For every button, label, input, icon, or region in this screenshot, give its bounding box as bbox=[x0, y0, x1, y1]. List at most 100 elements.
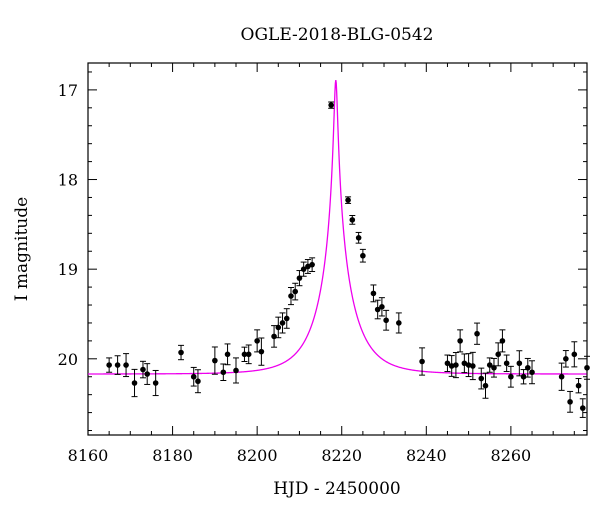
data-point bbox=[178, 344, 185, 361]
x-tick-label: 8180 bbox=[152, 446, 193, 465]
data-point bbox=[520, 369, 527, 385]
data-point bbox=[345, 196, 352, 204]
model-curve-layer bbox=[88, 79, 587, 375]
data-point bbox=[575, 378, 582, 394]
data-point bbox=[152, 369, 159, 397]
data-marker bbox=[379, 304, 385, 310]
data-marker bbox=[516, 360, 523, 367]
data-point bbox=[245, 344, 252, 365]
data-marker bbox=[503, 360, 510, 367]
data-marker bbox=[258, 348, 265, 355]
data-marker bbox=[524, 364, 531, 371]
data-point bbox=[584, 355, 590, 380]
data-point bbox=[123, 353, 130, 378]
data-point bbox=[139, 360, 146, 379]
data-marker bbox=[474, 330, 480, 337]
data-marker bbox=[279, 320, 286, 326]
data-marker bbox=[444, 360, 451, 367]
data-point bbox=[220, 363, 227, 381]
data-point bbox=[254, 329, 261, 353]
data-marker bbox=[283, 315, 290, 322]
plot-frame bbox=[87, 62, 588, 436]
data-marker bbox=[508, 373, 514, 380]
data-point bbox=[562, 350, 569, 368]
data-point bbox=[503, 354, 510, 373]
data-point bbox=[469, 351, 476, 381]
data-marker bbox=[486, 362, 493, 368]
data-marker bbox=[114, 362, 121, 368]
y-tick-label: 19 bbox=[58, 260, 78, 279]
data-point bbox=[457, 329, 464, 353]
data-point bbox=[465, 353, 472, 378]
data-marker bbox=[355, 234, 362, 241]
data-point bbox=[507, 365, 514, 388]
data-marker bbox=[396, 320, 402, 326]
data-point bbox=[304, 259, 311, 274]
axes-layer: 8160 8180 8200 8220 8240 8260 17 18 19 20 bbox=[58, 63, 587, 465]
data-point bbox=[490, 357, 497, 378]
data-marker bbox=[457, 338, 463, 344]
data-point bbox=[579, 398, 586, 418]
data-marker bbox=[529, 369, 535, 376]
data-marker bbox=[499, 338, 506, 344]
data-marker bbox=[212, 357, 218, 364]
data-point bbox=[275, 316, 282, 339]
data-marker bbox=[328, 102, 334, 108]
data-marker bbox=[131, 380, 138, 386]
data-marker bbox=[140, 366, 146, 373]
data-point bbox=[258, 337, 265, 366]
data-marker bbox=[482, 382, 489, 389]
data-point bbox=[482, 372, 489, 399]
data-marker bbox=[575, 382, 582, 389]
data-point bbox=[279, 312, 286, 334]
data-marker bbox=[579, 405, 586, 411]
data-marker bbox=[491, 364, 497, 371]
data-marker bbox=[224, 351, 231, 358]
data-marker bbox=[309, 261, 315, 268]
data-point bbox=[300, 261, 307, 277]
data-marker bbox=[383, 317, 389, 324]
data-marker bbox=[360, 252, 366, 259]
data-point bbox=[114, 355, 121, 375]
data-point bbox=[106, 357, 113, 373]
data-point bbox=[444, 354, 451, 373]
y-tick-label: 18 bbox=[58, 171, 78, 190]
y-tick-label: 20 bbox=[58, 350, 78, 369]
data-point bbox=[567, 390, 574, 413]
data-marker bbox=[106, 362, 112, 368]
data-marker bbox=[220, 369, 227, 376]
data-marker bbox=[465, 362, 472, 368]
data-point bbox=[328, 101, 335, 109]
data-point bbox=[486, 357, 493, 373]
data-point bbox=[395, 312, 402, 334]
data-point bbox=[131, 368, 138, 398]
data-marker bbox=[563, 356, 569, 362]
data-point bbox=[383, 309, 390, 331]
data-marker bbox=[419, 358, 425, 365]
data-point bbox=[241, 346, 248, 362]
data-point bbox=[478, 367, 485, 390]
data-point bbox=[287, 286, 294, 306]
data-marker bbox=[495, 351, 501, 358]
data-marker bbox=[470, 363, 476, 369]
data-marker bbox=[461, 360, 468, 367]
data-point bbox=[283, 308, 290, 329]
data-point bbox=[349, 214, 356, 225]
data-marker bbox=[478, 375, 485, 382]
data-marker bbox=[349, 217, 356, 223]
x-tick-label: 8220 bbox=[321, 446, 362, 465]
data-point bbox=[355, 231, 362, 244]
y-axis-label: I magnitude bbox=[12, 197, 32, 301]
x-tick-label: 8260 bbox=[491, 446, 532, 465]
data-marker bbox=[178, 349, 184, 356]
data-marker bbox=[190, 373, 197, 380]
data-marker bbox=[195, 378, 201, 385]
data-point bbox=[224, 343, 231, 366]
data-point bbox=[571, 341, 578, 368]
data-marker bbox=[271, 333, 277, 340]
x-tick-label: 8240 bbox=[406, 446, 447, 465]
data-marker bbox=[571, 351, 578, 358]
data-marker bbox=[300, 266, 307, 272]
data-point bbox=[474, 322, 481, 345]
